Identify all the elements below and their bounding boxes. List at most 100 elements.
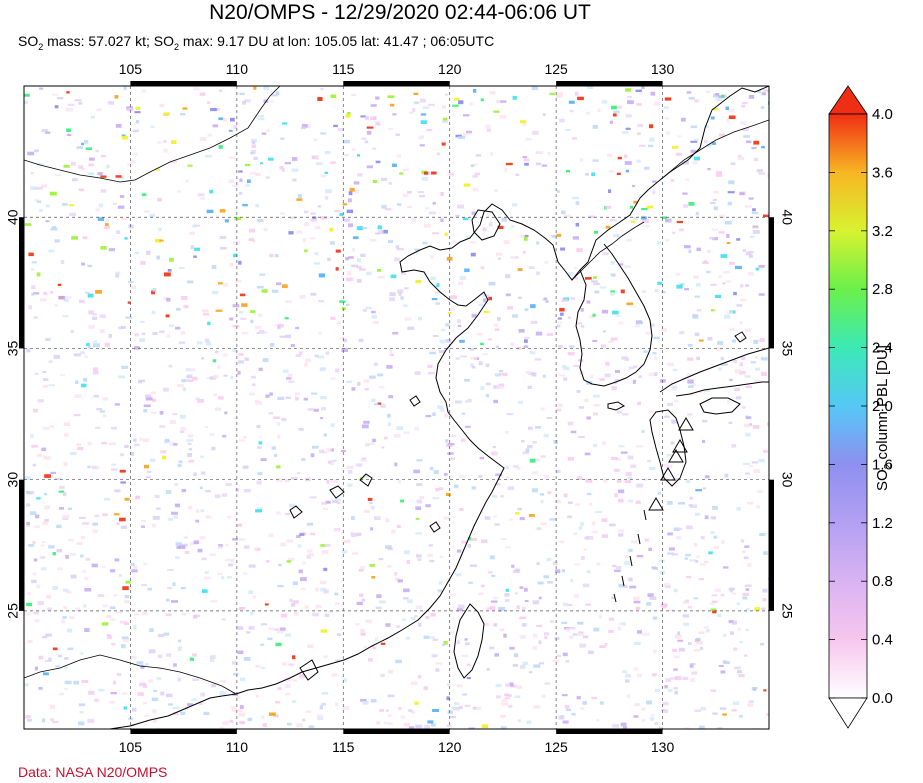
so2-pixel xyxy=(156,727,161,729)
so2-pixel xyxy=(665,585,671,589)
so2-pixel xyxy=(745,588,750,591)
so2-pixel xyxy=(733,647,737,651)
so2-pixel xyxy=(745,472,750,475)
so2-pixel xyxy=(742,406,746,409)
so2-pixel xyxy=(131,569,138,573)
so2-pixel xyxy=(311,392,318,395)
volcano-markers xyxy=(648,417,694,511)
so2-pixel xyxy=(625,114,632,118)
so2-pixel xyxy=(252,595,256,599)
so2-pixel xyxy=(592,124,598,129)
so2-pixel xyxy=(410,616,416,621)
so2-pixel xyxy=(85,557,91,561)
so2-pixel xyxy=(292,600,299,604)
so2-pixel xyxy=(429,559,435,563)
so2-pixel xyxy=(707,168,711,171)
so2-pixel xyxy=(563,366,570,371)
so2-pixel xyxy=(561,621,568,624)
so2-pixel xyxy=(669,609,674,612)
so2-pixel xyxy=(446,724,452,727)
so2-pixel xyxy=(465,425,471,428)
so2-pixel xyxy=(501,698,508,703)
so2-pixel xyxy=(169,441,176,446)
so2-pixel xyxy=(152,709,157,714)
so2-pixel xyxy=(300,126,306,130)
so2-pixel xyxy=(341,348,348,352)
so2-pixel xyxy=(292,581,298,586)
so2-pixel xyxy=(268,533,274,538)
so2-pixel xyxy=(91,563,98,568)
so2-pixel xyxy=(503,240,510,244)
so2-pixel xyxy=(285,512,291,516)
so2-pixel xyxy=(351,264,358,268)
so2-pixel xyxy=(222,282,228,287)
so2-pixel xyxy=(632,185,635,187)
so2-pixel xyxy=(118,326,123,330)
lakes-and-islands xyxy=(289,331,747,533)
so2-pixel xyxy=(544,636,548,639)
so2-pixel xyxy=(125,580,131,584)
so2-pixel xyxy=(330,316,336,320)
so2-pixel xyxy=(432,412,436,417)
so2-pixel xyxy=(581,325,585,328)
so2-pixel xyxy=(263,331,268,334)
so2-pixel xyxy=(152,398,157,403)
so2-pixel xyxy=(286,377,292,380)
so2-pixel xyxy=(82,236,88,240)
so2-pixel xyxy=(287,679,292,682)
so2-pixel xyxy=(420,98,426,103)
so2-pixel xyxy=(314,138,318,142)
so2-pixel xyxy=(494,189,498,192)
so2-pixel xyxy=(400,715,406,719)
so2-pixel xyxy=(728,620,734,624)
so2-pixel xyxy=(34,198,39,202)
so2-pixel xyxy=(757,490,763,494)
so2-pixel xyxy=(255,664,261,668)
so2-pixel xyxy=(343,678,348,682)
so2-pixel xyxy=(464,378,470,382)
so2-pixel xyxy=(605,361,610,366)
so2-pixel xyxy=(34,149,39,153)
so2-pixel xyxy=(566,628,570,632)
so2-pixel xyxy=(260,458,267,462)
so2-pixel xyxy=(469,102,474,106)
so2-pixel xyxy=(346,380,353,383)
so2-pixel xyxy=(141,519,146,522)
so2-pixel xyxy=(154,239,162,243)
so2-pixel xyxy=(307,549,313,553)
so2-pixel xyxy=(54,105,59,109)
so2-pixel xyxy=(731,339,736,343)
so2-pixel xyxy=(685,178,690,182)
so2-pixel xyxy=(470,252,476,257)
so2-pixel xyxy=(334,602,340,605)
so2-pixel xyxy=(744,584,752,587)
so2-pixel xyxy=(523,345,529,348)
volcano-triangle-icon xyxy=(678,417,694,431)
so2-pixel xyxy=(370,238,377,242)
so2-pixel xyxy=(110,569,116,573)
so2-pixel xyxy=(402,168,409,172)
so2-pixel xyxy=(531,86,538,90)
so2-pixel xyxy=(708,143,712,147)
so2-pixel xyxy=(348,198,352,203)
so2-pixel xyxy=(326,480,330,484)
so2-pixel xyxy=(355,463,363,467)
so2-pixel xyxy=(670,179,675,182)
so2-pixel xyxy=(432,709,439,712)
so2-pixel xyxy=(214,350,219,354)
so2-pixel xyxy=(613,234,620,238)
so2-pixel xyxy=(28,252,34,257)
so2-pixel xyxy=(729,327,735,332)
so2-pixel xyxy=(363,645,367,649)
so2-pixel xyxy=(446,256,453,261)
so2-pixel xyxy=(579,158,584,162)
so2-pixel xyxy=(389,292,396,297)
so2-pixel xyxy=(164,438,170,442)
so2-pixel xyxy=(175,556,180,559)
so2-pixel xyxy=(457,319,461,324)
so2-pixel xyxy=(747,501,754,505)
so2-pixel xyxy=(175,326,181,330)
so2-pixel xyxy=(626,302,634,306)
so2-pixel xyxy=(202,589,208,593)
so2-pixel xyxy=(119,195,125,198)
